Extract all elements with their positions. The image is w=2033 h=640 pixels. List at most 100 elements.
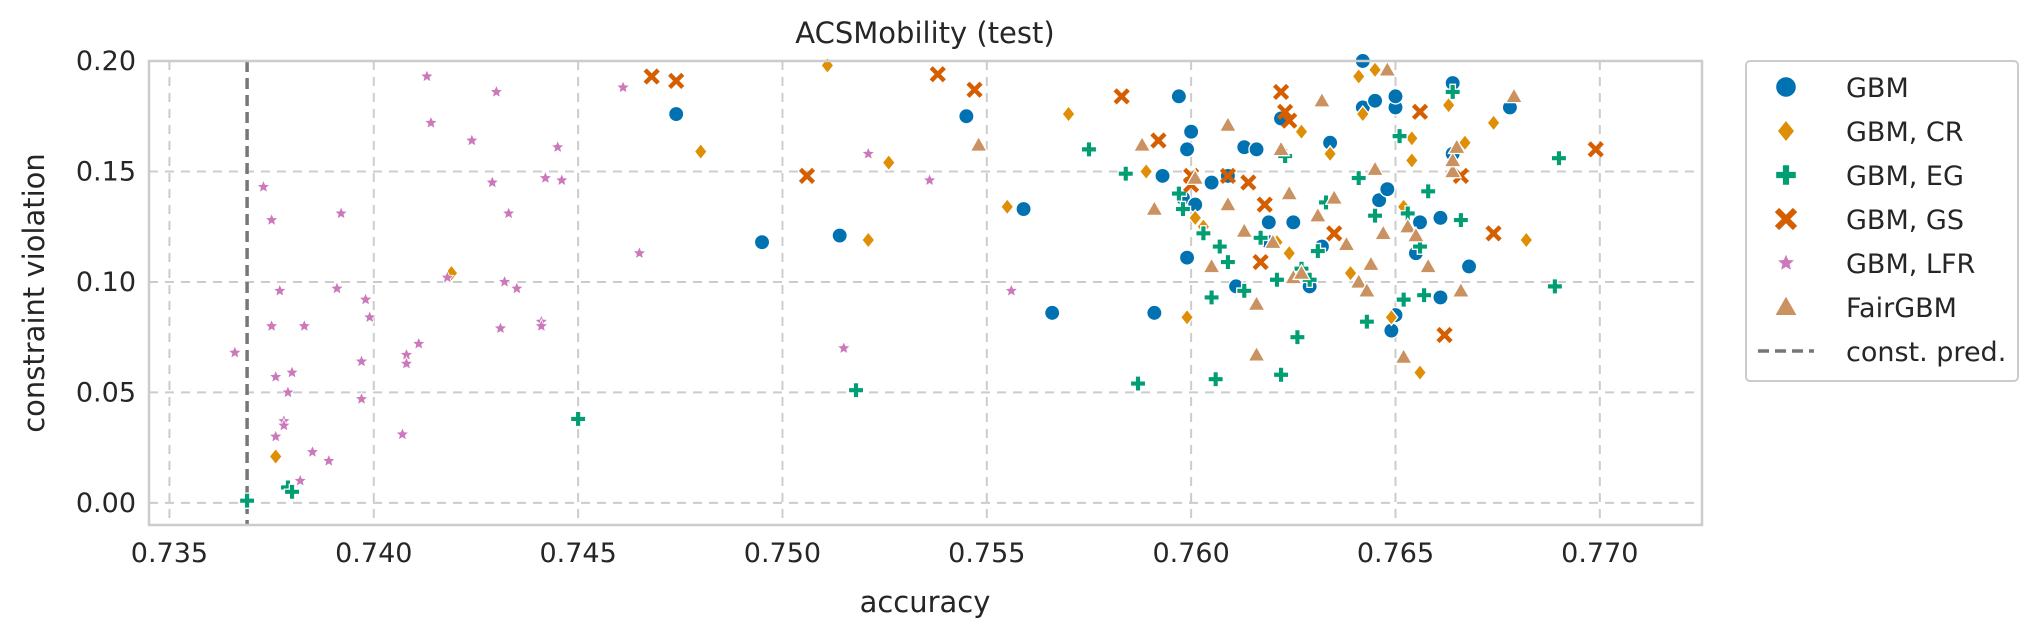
- point-gbm: [1043, 304, 1061, 322]
- legend-marker-gbm-gs: [1774, 207, 1798, 231]
- point-gbm: [1015, 200, 1032, 218]
- point-gbm-cr: [268, 447, 283, 466]
- point-gbm: [667, 105, 685, 123]
- point-gbm-cr: [881, 153, 896, 172]
- point-gbm-eg: [238, 492, 256, 509]
- point-fairgbm: [1361, 254, 1381, 272]
- point-gbm-gs: [1485, 225, 1502, 242]
- x-axis-label: accuracy: [860, 585, 991, 619]
- x-gridlines: [168, 61, 1601, 525]
- point-gbm: [1285, 214, 1302, 231]
- series-gbm: [667, 52, 1519, 339]
- point-gbm-eg: [1550, 149, 1568, 167]
- y-tick-label: 0.10: [76, 267, 136, 298]
- point-gbm: [1432, 289, 1449, 306]
- point-gbm-lfr: [264, 318, 280, 333]
- point-gbm-lfr: [354, 353, 369, 368]
- point-gbm-cr: [1179, 308, 1195, 327]
- point-gbm-lfr: [860, 145, 876, 161]
- point-gbm-lfr: [439, 269, 455, 284]
- point-gbm-cr: [1457, 133, 1473, 152]
- point-gbm: [1411, 214, 1429, 231]
- point-gbm-eg: [1452, 211, 1470, 229]
- point-gbm-cr: [1486, 113, 1501, 132]
- point-fairgbm: [1132, 135, 1152, 152]
- point-fairgbm: [1357, 281, 1377, 298]
- point-fairgbm: [1406, 225, 1426, 243]
- point-gbm-lfr: [554, 172, 570, 187]
- point-gbm-gs: [668, 72, 685, 90]
- point-gbm: [1460, 258, 1478, 275]
- series-gbm-eg: [238, 83, 1568, 509]
- point-gbm-cr: [1412, 363, 1428, 382]
- chart-title: ACSMobility (test): [795, 16, 1054, 50]
- legend-label-gbm-eg: GBM, EG: [1846, 161, 1964, 192]
- point-gbm-lfr: [268, 428, 284, 443]
- point-gbm-eg: [1219, 253, 1237, 271]
- point-gbm-eg: [1350, 169, 1367, 187]
- point-gbm-lfr: [419, 68, 435, 83]
- point-gbm: [1370, 191, 1388, 209]
- legend-marker-gbm-lfr: [1776, 252, 1796, 272]
- point-gbm-lfr: [497, 274, 513, 289]
- point-gbm-eg: [1546, 278, 1564, 295]
- point-gbm: [1379, 180, 1396, 198]
- series-gbm-cr: [268, 56, 1534, 466]
- point-gbm-cr: [861, 230, 876, 250]
- point-gbm-eg: [1289, 328, 1306, 346]
- point-gbm-lfr: [268, 369, 284, 384]
- y-tick-label: 0.00: [76, 488, 136, 519]
- point-gbm-lfr: [329, 280, 345, 295]
- point-gbm-eg: [1309, 242, 1327, 260]
- point-gbm-gs: [643, 68, 660, 85]
- legend-frame: [1745, 60, 2019, 382]
- point-gbm: [1178, 141, 1196, 158]
- point-gbm-lfr: [272, 282, 288, 298]
- point-gbm-gs: [1436, 326, 1453, 344]
- plot-frame: [147, 59, 1704, 527]
- point-gbm-lfr: [333, 205, 349, 220]
- point-gbm-lfr: [264, 212, 280, 227]
- point-gbm-eg: [1117, 165, 1135, 182]
- point-fairgbm: [969, 135, 989, 152]
- point-gbm-cr: [1343, 264, 1358, 283]
- point-gbm-gs: [1326, 225, 1343, 242]
- point-gbm: [1366, 92, 1384, 110]
- point-gbm-eg: [1358, 313, 1376, 330]
- point-gbm-lfr: [394, 426, 410, 441]
- point-gbm-cr: [1355, 104, 1371, 124]
- point-fairgbm: [1234, 221, 1254, 239]
- point-gbm-gs: [1411, 103, 1429, 120]
- legend-marker-gbm: [1774, 75, 1798, 99]
- x-tick-label: 0.755: [948, 538, 1025, 569]
- point-gbm-eg: [1419, 183, 1437, 200]
- point-gbm-lfr: [550, 139, 566, 154]
- x-tick-label: 0.740: [335, 538, 412, 569]
- point-gbm-eg: [1395, 291, 1412, 308]
- legend-marker-gbm-eg: [1774, 163, 1798, 187]
- point-gbm-lfr: [509, 280, 525, 295]
- y-tick-labels: 0.00 0.05 0.10 0.15 0.20: [76, 46, 136, 519]
- x-tick-label: 0.735: [131, 538, 208, 569]
- point-gbm-eg: [1252, 229, 1269, 247]
- point-gbm-lfr: [292, 472, 308, 488]
- point-gbm: [1182, 123, 1200, 140]
- point-fairgbm: [1373, 223, 1393, 241]
- legend-label-gbm-cr: GBM, CR: [1846, 117, 1964, 148]
- point-gbm-lfr: [296, 318, 312, 333]
- point-gbm-cr: [1441, 96, 1456, 115]
- point-fairgbm: [1312, 91, 1332, 108]
- point-fairgbm: [1504, 86, 1524, 104]
- point-gbm-eg: [1411, 238, 1429, 255]
- point-gbm-lfr: [537, 170, 553, 185]
- point-gbm-cr: [1281, 244, 1297, 263]
- point-gbm-gs: [1281, 112, 1298, 129]
- point-gbm-cr: [693, 142, 708, 161]
- point-gbm-eg: [569, 410, 587, 428]
- point-gbm-gs: [929, 66, 946, 83]
- point-gbm-cr: [1404, 151, 1420, 170]
- point-gbm-lfr: [280, 384, 296, 399]
- point-fairgbm: [1398, 217, 1418, 234]
- x-tick-label: 0.760: [1152, 538, 1229, 569]
- point-gbm-gs: [1256, 196, 1273, 213]
